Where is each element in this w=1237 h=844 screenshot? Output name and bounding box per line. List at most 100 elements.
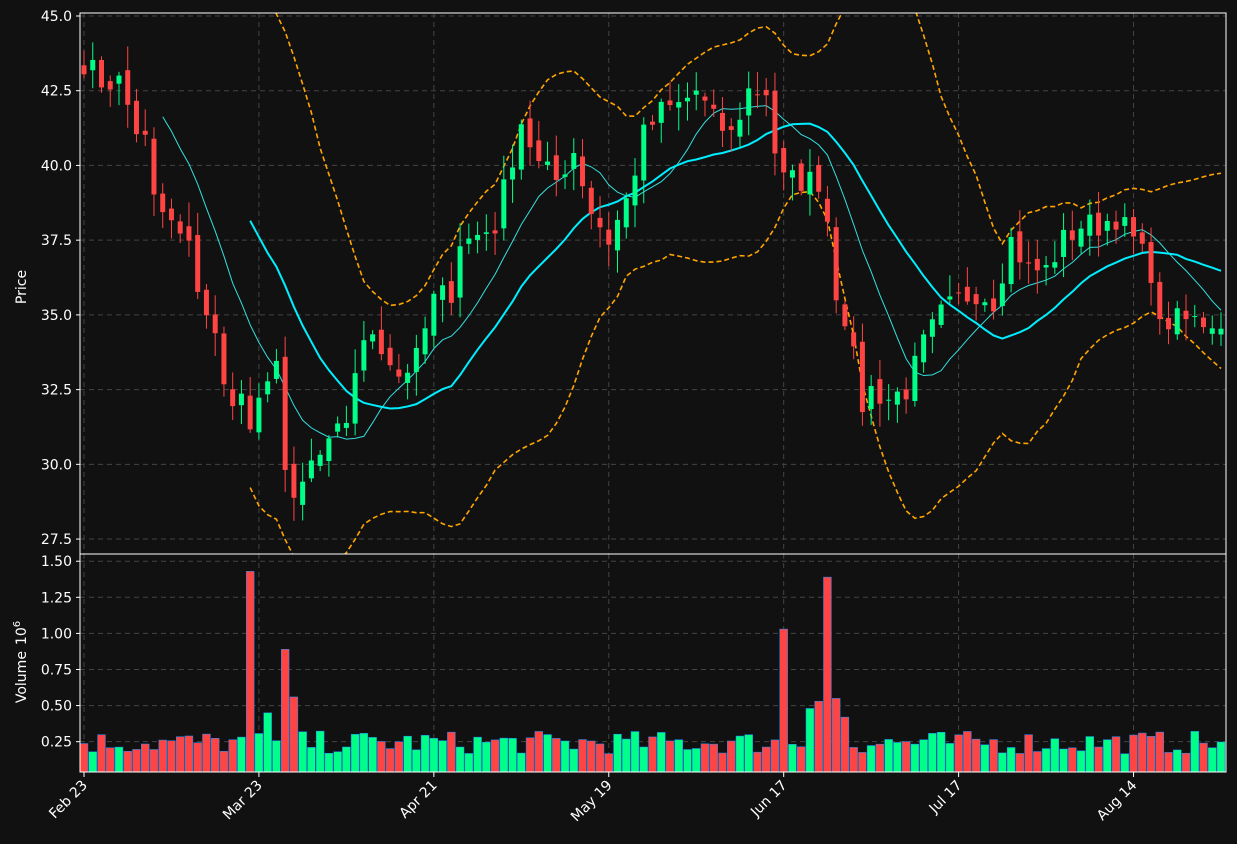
volume-bar bbox=[744, 734, 753, 773]
volume-bar bbox=[377, 741, 386, 773]
candle-body bbox=[536, 140, 542, 162]
candle-body bbox=[1131, 217, 1137, 237]
candle-body bbox=[580, 156, 586, 187]
volume-bar bbox=[464, 753, 474, 773]
candle-body bbox=[982, 302, 988, 306]
volume-bar bbox=[202, 733, 211, 773]
candle-body bbox=[1104, 221, 1110, 231]
volume-bar bbox=[980, 744, 990, 773]
volume-axis-label-base: 10 bbox=[14, 627, 30, 645]
price-grid bbox=[80, 13, 1226, 554]
candle-body bbox=[615, 219, 621, 251]
volume-tick-label: 1.25 bbox=[41, 590, 72, 606]
candle-body bbox=[1026, 262, 1032, 264]
volume-bar bbox=[184, 735, 194, 773]
lower-band-line bbox=[249, 190, 1222, 554]
volume-bar bbox=[893, 742, 902, 773]
volume-bar bbox=[665, 740, 675, 773]
volume-bar bbox=[919, 739, 928, 773]
volume-bar bbox=[1129, 734, 1138, 773]
candle-body bbox=[510, 167, 516, 180]
volume-y-axis: 0.25 0.50 0.75 1.00 1.25 1.50 bbox=[41, 554, 80, 751]
volume-bar bbox=[1033, 751, 1042, 773]
volume-bar bbox=[560, 740, 570, 773]
volume-bar bbox=[1199, 742, 1208, 773]
volume-bar bbox=[604, 753, 613, 773]
volume-bar bbox=[141, 743, 150, 773]
candle-body bbox=[877, 379, 883, 404]
candle-body bbox=[81, 65, 87, 75]
volume-bar bbox=[587, 740, 596, 773]
price-tick-label: 32.5 bbox=[41, 383, 72, 399]
candle-body bbox=[361, 340, 367, 371]
volume-bar bbox=[368, 737, 377, 773]
candle-body bbox=[641, 124, 647, 181]
candle-body bbox=[142, 130, 148, 135]
candle-body bbox=[894, 391, 900, 405]
candle-body bbox=[527, 118, 533, 148]
volume-bar bbox=[342, 746, 351, 773]
candle-body bbox=[273, 360, 279, 379]
candle-body bbox=[1139, 232, 1145, 244]
volume-bar bbox=[106, 747, 115, 773]
bollinger-bands bbox=[249, 13, 1222, 554]
volume-bar bbox=[1050, 738, 1060, 773]
volume-bar bbox=[989, 739, 998, 773]
volume-bar bbox=[762, 746, 771, 773]
candle-body bbox=[160, 193, 166, 213]
candle-body bbox=[440, 285, 446, 300]
volume-bar bbox=[490, 739, 500, 773]
volume-bar bbox=[1068, 747, 1077, 773]
volume-bar bbox=[263, 712, 272, 773]
candle-body bbox=[781, 148, 787, 173]
volume-bar bbox=[639, 746, 648, 773]
volume-bar bbox=[114, 746, 124, 773]
candle-body bbox=[1166, 317, 1172, 330]
candle-body bbox=[186, 226, 192, 241]
volume-bar bbox=[1181, 752, 1191, 773]
candle-body bbox=[1087, 214, 1093, 236]
volume-axis-label-exponent: 6 bbox=[12, 621, 23, 627]
candle-body bbox=[1122, 217, 1128, 226]
volume-bar bbox=[1024, 734, 1033, 773]
volume-bar bbox=[770, 739, 780, 773]
volume-panel-frame bbox=[79, 553, 1227, 773]
candle-body bbox=[1218, 328, 1224, 335]
candle-body bbox=[212, 314, 218, 334]
candle-body bbox=[571, 153, 577, 169]
candle-body bbox=[947, 296, 953, 300]
candle-body bbox=[597, 217, 603, 228]
candle-body bbox=[483, 232, 489, 234]
volume-bar bbox=[1164, 752, 1173, 773]
candle-body bbox=[431, 293, 437, 336]
candle-body bbox=[90, 59, 96, 71]
volume-bar bbox=[1190, 731, 1199, 773]
volume-bar bbox=[1059, 748, 1068, 773]
volume-bar bbox=[971, 738, 981, 773]
candle-body bbox=[308, 460, 314, 479]
candle-body bbox=[711, 104, 717, 109]
candle-body bbox=[702, 96, 708, 101]
candle-body bbox=[396, 369, 402, 377]
volume-bar bbox=[534, 731, 543, 773]
moving-averages bbox=[162, 105, 1222, 440]
volume-bar bbox=[97, 734, 106, 773]
candle-body bbox=[378, 329, 384, 355]
volume-bar bbox=[315, 730, 325, 773]
candle-body bbox=[475, 234, 481, 240]
volume-bar bbox=[1146, 736, 1156, 773]
volume-bar bbox=[796, 746, 806, 773]
candle-body bbox=[133, 100, 139, 135]
volume-bar bbox=[552, 738, 561, 773]
candle-body bbox=[343, 422, 349, 428]
candle-body bbox=[300, 481, 306, 505]
volume-bar bbox=[674, 739, 683, 773]
candle-body bbox=[98, 59, 104, 88]
candle-body bbox=[999, 283, 1005, 307]
candle-body bbox=[553, 155, 559, 180]
candle-body bbox=[684, 97, 690, 102]
price-tick-label: 27.5 bbox=[41, 532, 72, 548]
volume-bar bbox=[805, 708, 815, 773]
volume-bar bbox=[1173, 749, 1182, 773]
